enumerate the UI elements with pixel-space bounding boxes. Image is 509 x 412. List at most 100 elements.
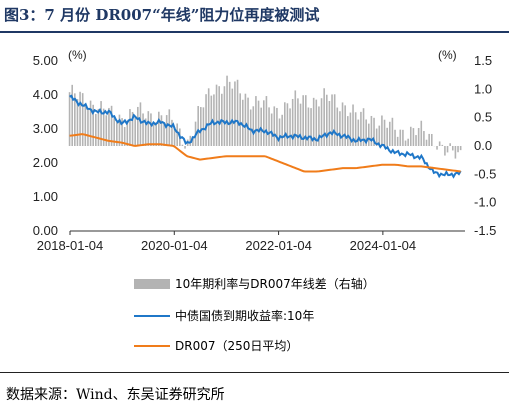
spread-bar [252,106,255,146]
spread-bar [438,141,441,146]
legend: 10年期利率与DR007年线差（右轴） 中债国债到期收益率:10年 DR007（25… [134,276,375,353]
spread-bar [449,143,451,146]
spread-bar [333,94,336,146]
spread-bar [302,95,304,146]
spread-bar [459,146,462,151]
spread-bar [378,125,381,146]
spread-bar [373,117,375,146]
spread-bar [451,146,454,151]
spread-bar [113,118,115,146]
spread-bar [289,108,291,146]
right-tick-label: -0.5 [474,166,496,181]
right-tick-label: -1.0 [474,195,496,210]
spread-bar [270,113,273,146]
yield-10y-line [69,94,462,179]
right-tick-label: 1.5 [474,53,492,68]
spread-bar [417,128,420,146]
spread-bar [234,81,236,146]
spread-bar [137,106,139,146]
spread-bar [297,98,299,146]
spread-bar [242,99,244,146]
spread-bar [92,104,94,146]
spread-bar [231,88,234,146]
spread-bar [181,144,184,146]
spread-bar [407,138,409,146]
axes: 0.00 1.00 2.00 3.00 4.00 5.00 -1.5 -1.0 -0.5 0.0 0… [33,48,497,253]
spread-bar [163,122,165,146]
spread-bar [307,107,310,146]
spread-bar [257,100,260,146]
spread-bar [336,107,339,146]
spread-bar [247,97,249,146]
spread-bar [344,105,346,146]
legend-label: 10年期利率与DR007年线差（右轴） [175,276,375,291]
spread-bar [420,120,423,146]
spread-bar [286,103,289,146]
spread-bar [284,102,286,146]
spread-bar [409,126,412,146]
spread-bar [265,96,268,146]
spread-bar [291,98,294,146]
spread-bar [341,102,344,146]
spread-bar [95,113,97,146]
spread-bar [236,79,239,146]
title-rule [0,31,509,33]
spread-bar [444,146,446,156]
spread-bar [278,118,281,146]
spread-bar [436,146,438,150]
spread-bar [328,101,331,146]
spread-bar [354,112,357,146]
spread-bar [255,96,257,146]
spread-bar [349,112,352,146]
spread-bar [260,107,262,146]
spread-bar [228,81,231,146]
spread-bar [425,139,428,146]
spread-bar [189,135,192,146]
spread-bar [142,113,144,146]
spread-bar [331,94,333,146]
spread-bar [325,94,328,146]
spread-bar [423,131,425,146]
spread-bar [276,107,278,146]
spread-bar [71,84,73,146]
left-tick-label: 2.00 [33,155,58,170]
spread-bar [412,128,415,146]
spread-bar [339,111,341,146]
spread-bar [312,97,315,146]
spread-bar [79,91,81,146]
legend-label: 中债国债到期收益率:10年 [175,308,314,323]
spread-bar [249,109,252,146]
spread-bar [150,113,152,146]
spread-bar [383,119,386,146]
legend-swatch-spread [134,279,170,289]
spread-bar [160,115,163,146]
x-tick-label: 2024-01-04 [350,238,417,253]
left-tick-label: 1.00 [33,189,58,204]
spread-bar [223,86,226,146]
spread-bar [454,146,457,159]
spread-bar [315,99,318,146]
spread-bar [318,106,320,146]
right-axis-unit: (%) [438,48,457,62]
x-tick-label: 2020-01-04 [141,238,208,253]
left-tick-label: 0.00 [33,223,58,238]
spread-bar [158,111,160,146]
spread-bar [310,108,312,146]
spread-bar [168,109,171,146]
spread-bar [218,86,220,146]
spread-bar [273,106,276,146]
spread-bar [352,104,354,146]
spread-bar [388,121,391,146]
source-note: 数据来源：Wind、东吴证券研究所 [6,387,225,403]
spread-bar [102,108,105,146]
spread-bar [396,136,399,146]
spread-bar [402,129,404,146]
spread-bar [173,127,176,146]
spread-bar [263,100,265,146]
spread-bar [281,114,283,146]
spread-bar [184,146,186,149]
plot-area [68,75,462,179]
spread-bar [87,108,89,146]
spread-bar [415,135,417,146]
spread-bar [268,107,270,146]
